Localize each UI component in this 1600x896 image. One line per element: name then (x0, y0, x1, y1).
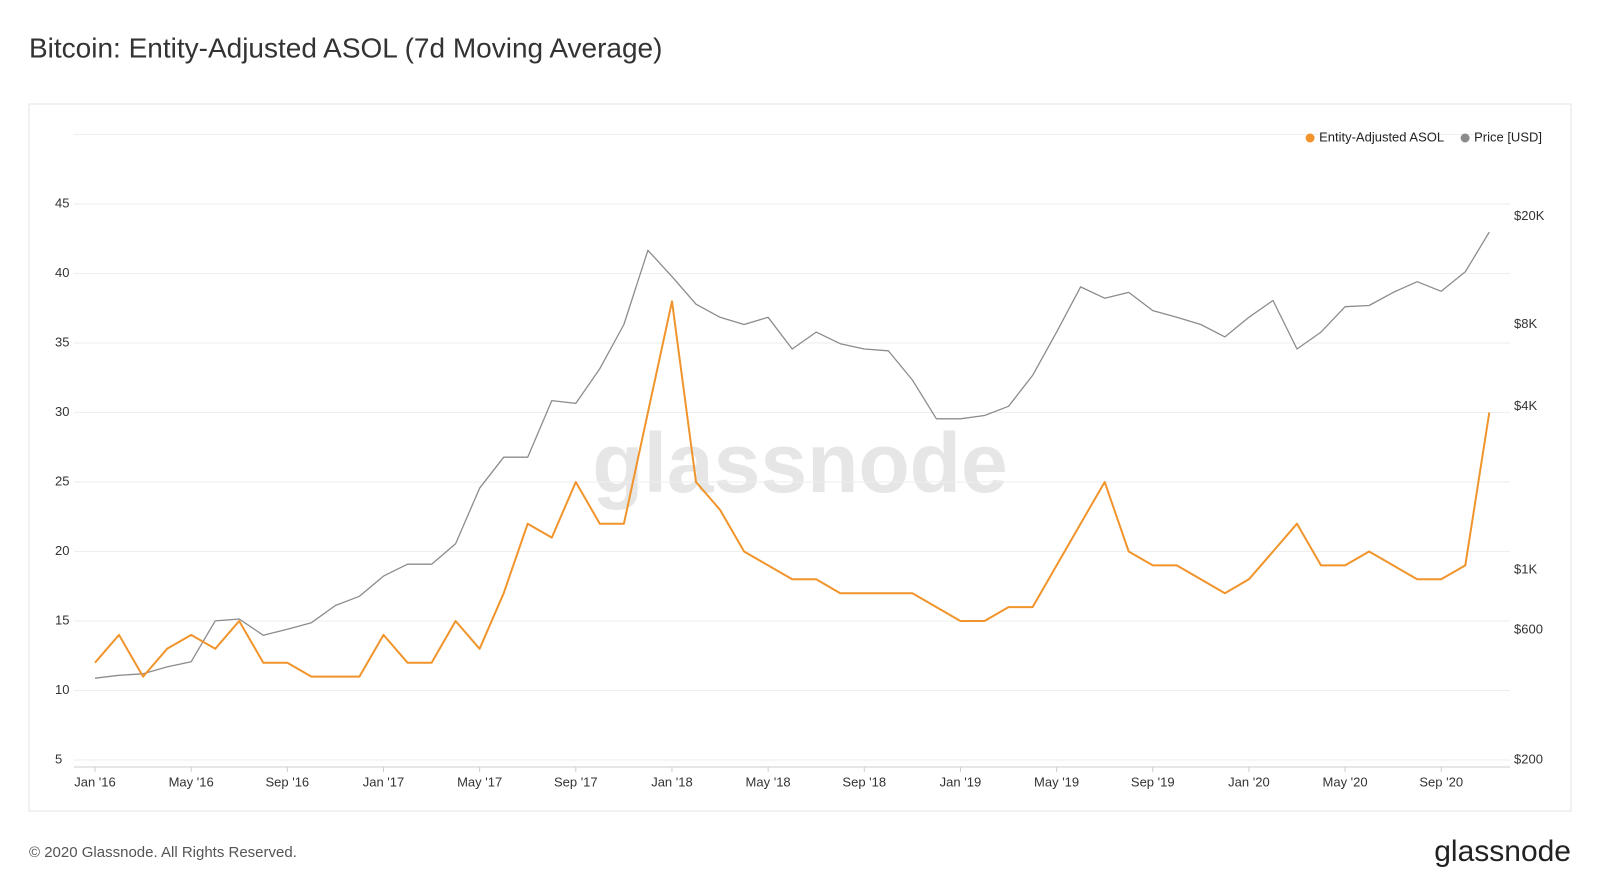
x-tick-label: Sep '16 (265, 774, 309, 789)
y2-tick-label: $200 (1514, 751, 1543, 766)
x-tick-label: May '20 (1323, 774, 1368, 789)
series-line (94, 231, 1490, 679)
x-tick-label: Jan '16 (74, 774, 116, 789)
x-tick-label: May '16 (169, 774, 214, 789)
legend-swatch (1305, 133, 1315, 143)
y-tick-label: 40 (55, 265, 69, 280)
chart-title: Bitcoin: Entity-Adjusted ASOL (7d Moving… (29, 32, 662, 63)
x-tick-label: Sep '17 (554, 774, 598, 789)
x-tick-label: May '17 (457, 774, 502, 789)
legend-label: Price [USD] (1474, 129, 1542, 144)
y-tick-label: 20 (55, 543, 69, 558)
panel (28, 103, 1572, 812)
copyright: © 2020 Glassnode. All Rights Reserved. (29, 844, 297, 861)
y-tick-label: 15 (55, 612, 69, 627)
y-tick-label: 30 (55, 404, 69, 419)
y-tick-label: 10 (55, 682, 69, 697)
y-tick-label: 25 (55, 473, 69, 488)
y-tick-label: 5 (55, 751, 62, 766)
y-tick-label: 45 (55, 195, 69, 210)
x-tick-label: May '18 (746, 774, 791, 789)
x-tick-label: Jan '19 (940, 774, 982, 789)
y2-tick-label: $1K (1514, 561, 1537, 576)
x-tick-label: Sep '18 (842, 774, 886, 789)
logo: glassnode (1434, 835, 1571, 868)
series-line (94, 300, 1491, 678)
x-tick-label: Jan '20 (1228, 774, 1270, 789)
y2-tick-label: $600 (1514, 622, 1543, 637)
watermark: glassnode (592, 416, 1007, 510)
x-tick-label: Sep '20 (1419, 774, 1463, 789)
y-tick-label: 35 (55, 334, 69, 349)
legend-label: Entity-Adjusted ASOL (1319, 129, 1444, 144)
y2-tick-label: $4K (1514, 398, 1537, 413)
y2-tick-label: $8K (1514, 316, 1537, 331)
x-tick-label: Jan '18 (651, 774, 693, 789)
x-tick-label: Jan '17 (363, 774, 405, 789)
legend-swatch (1460, 133, 1470, 143)
x-tick-label: Sep '19 (1131, 774, 1175, 789)
y2-tick-label: $20K (1514, 208, 1545, 223)
x-tick-label: May '19 (1034, 774, 1079, 789)
